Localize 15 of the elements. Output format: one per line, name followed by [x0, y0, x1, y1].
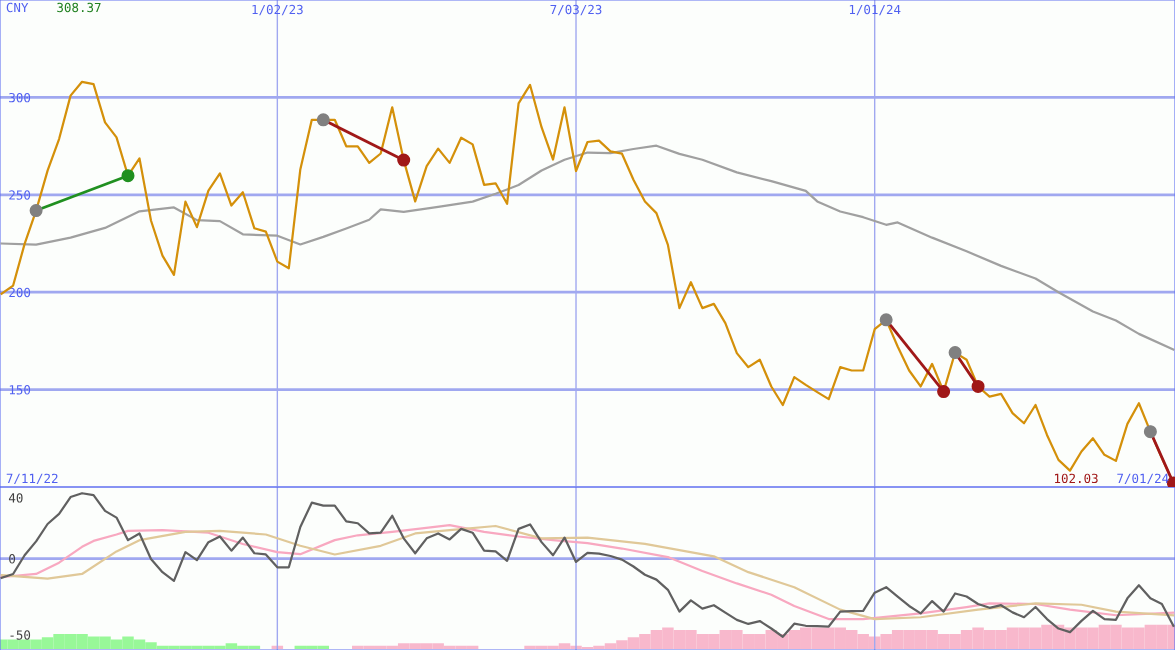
y-tick-label: 40	[8, 493, 23, 503]
y-tick-label: -50	[10, 630, 31, 640]
annotation: 102.03	[1054, 473, 1098, 484]
y-tick-label: 200	[9, 287, 31, 298]
annotation: 308.37	[57, 2, 101, 13]
x-tick-label: 1/02/23	[252, 4, 303, 16]
x-tick-label: 7/03/23	[550, 4, 602, 16]
y-tick-label: 150	[9, 385, 31, 395]
x-tick-label: 1/01/24	[849, 4, 901, 16]
y-tick-label: 300	[9, 92, 31, 103]
annotation: CNY	[6, 2, 29, 13]
y-tick-label: 250	[9, 190, 31, 200]
y-tick-label: 0	[9, 554, 16, 564]
annotation: 7/11/22	[6, 473, 58, 485]
annotation: 7/01/24	[1117, 473, 1169, 485]
